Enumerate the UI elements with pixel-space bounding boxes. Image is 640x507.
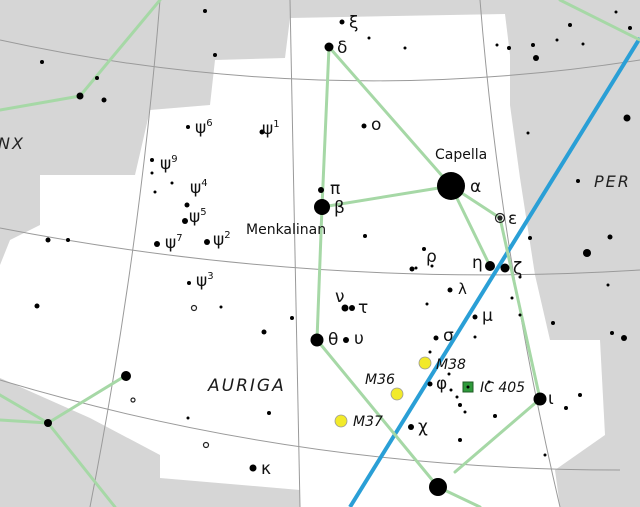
label-psi6: ψ6 [195,118,213,138]
star-xi [339,19,345,25]
label-psi3: ψ3 [196,271,214,291]
label-rho: ρ [426,247,437,267]
label-psi9: ψ9 [160,154,178,174]
label-psi1: ψ1 [262,119,280,139]
label-iota: ι [548,389,554,409]
label-tau: τ [358,298,368,318]
star-psi5 [182,218,188,224]
star-nu [341,304,349,312]
label-m38: M38 [436,357,466,373]
star-psi7 [154,241,160,247]
label-beta: β [334,198,345,218]
stars [34,9,632,496]
star-chi [408,424,414,430]
label-theta: θ [328,330,338,350]
ecliptic-line [348,36,640,507]
star-psi3 [187,281,191,285]
constellation-name: AURIGA [207,376,286,396]
star-delta [324,42,334,52]
label-zeta: ζ [513,259,522,279]
label-lambda: λ [458,280,467,298]
label-nu: ν [335,287,345,307]
star-sigma [433,335,439,341]
star-menkalinan [314,199,330,215]
label-psi5: ψ5 [189,207,207,227]
star-pi [318,187,324,193]
label-m36: M36 [365,372,395,388]
star-psi1 [259,129,265,135]
star-iota [533,392,547,406]
star-psi4 [184,202,190,208]
star-lambda [447,287,453,293]
label-psi4: ψ4 [190,178,208,198]
star-epsilon [494,212,506,224]
label-eta: η [472,253,483,273]
label-kappa: κ [261,459,271,479]
star-tau [349,305,355,311]
star-mu [472,314,478,320]
star-capella [437,172,465,200]
label-delta: δ [337,38,347,58]
cluster-m38 [418,356,432,370]
star-rho [409,266,415,272]
label-alpha: α [470,177,481,197]
constellation-boundary [0,14,605,507]
star-elnath [429,478,447,496]
label-psi7: ψ7 [165,233,183,253]
label-m37: M37 [353,414,383,430]
star-phi [427,381,433,387]
hollow-stars [130,212,506,449]
neighbor-label-perseus: PER [594,172,631,191]
cluster-m37 [334,414,348,428]
label-upsilon: υ [354,329,364,349]
label-epsilon: ε [508,209,517,229]
label-chi: χ [418,417,428,437]
star-eta [485,261,495,271]
label-xi: ξ [349,13,358,33]
star-kappa [249,464,257,472]
label-capella: Capella [435,147,487,163]
star-omicron [361,123,367,129]
label-menkalinan: Menkalinan [246,222,326,238]
label-phi: φ [436,374,447,394]
star-upsilon [343,337,349,343]
star-psi6 [186,125,190,129]
label-mu: μ [482,306,493,326]
star-zeta [500,263,510,273]
star-theta [310,333,324,347]
label-omicron: ο [371,115,381,135]
star-psi9 [150,158,154,162]
label-ic405: IC 405 [480,380,525,396]
star-psi2 [204,239,210,245]
cluster-m36 [390,387,404,401]
neighbor-label-lynx: NX [0,134,25,153]
label-pi: π [330,179,340,199]
label-sigma: σ [443,326,454,346]
label-psi2: ψ2 [213,230,231,250]
